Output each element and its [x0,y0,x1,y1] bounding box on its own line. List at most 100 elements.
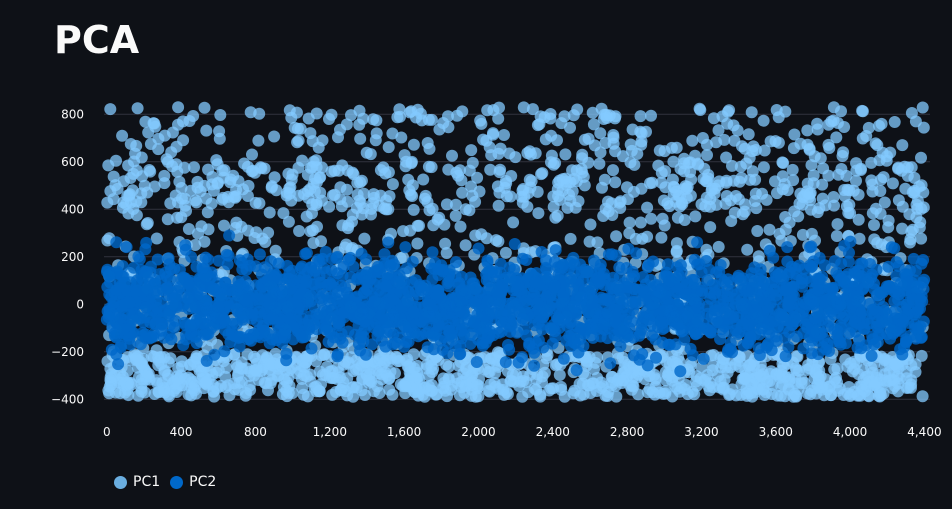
scatter-point-pc1 [386,388,399,401]
scatter-point-pc2 [528,359,541,372]
scatter-point-pc1 [198,101,211,114]
scatter-point-pc1 [844,390,856,402]
scatter-point-pc1 [189,194,202,207]
scatter-point-pc1 [484,163,497,176]
scatter-point-pc1 [109,179,122,192]
scatter-point-pc1 [908,171,921,184]
scatter-point-pc1 [744,173,757,186]
x-tick-label: 2,000 [461,425,495,439]
scatter-point-pc1 [509,151,522,164]
scatter-point-pc2 [825,305,838,318]
scatter-point-pc1 [623,216,636,229]
scatter-point-pc1 [564,232,577,245]
scatter-point-pc1 [124,172,137,184]
scatter-point-pc1 [220,361,233,374]
scatter-point-pc2 [764,297,777,310]
scatter-point-pc1 [415,114,428,127]
scatter-point-pc1 [313,171,326,184]
scatter-point-pc2 [812,284,825,297]
scatter-point-pc2 [516,312,529,325]
scatter-point-pc2 [552,312,565,325]
scatter-point-pc1 [874,207,887,220]
scatter-point-pc1 [292,189,305,202]
scatter-point-pc1 [655,231,668,244]
scatter-point-pc1 [323,200,336,213]
scatter-point-pc2 [557,290,570,302]
scatter-point-pc1 [610,390,623,403]
scatter-point-pc1 [294,122,307,135]
scatter-point-pc1 [365,375,378,388]
scatter-point-pc1 [142,367,155,380]
scatter-point-pc1 [433,123,446,136]
scatter-point-pc1 [602,195,614,208]
scatter-point-pc1 [198,235,211,248]
scatter-point-pc1 [265,181,278,194]
scatter-point-pc2 [703,286,716,299]
scatter-point-pc1 [360,146,373,159]
scatter-point-pc2 [354,344,367,357]
scatter-point-pc1 [104,376,117,389]
scatter-point-pc1 [244,106,257,119]
scatter-point-pc1 [413,219,425,232]
scatter-point-pc1 [853,232,866,245]
scatter-point-pc1 [252,134,265,147]
scatter-point-pc2 [822,315,835,328]
scatter-point-pc1 [533,118,546,131]
scatter-point-pc2 [218,345,231,358]
scatter-point-pc1 [293,225,306,237]
scatter-point-pc2 [549,244,562,257]
scatter-point-pc2 [529,275,542,288]
scatter-point-pc1 [440,358,453,371]
scatter-point-pc1 [177,134,190,147]
scatter-point-pc2 [480,268,493,281]
scatter-point-pc2 [875,287,887,300]
scatter-point-pc1 [649,388,661,401]
scatter-point-pc2 [885,241,898,254]
scatter-point-pc2 [169,299,181,312]
scatter-point-pc1 [854,164,867,176]
scatter-point-pc1 [109,386,122,399]
scatter-point-pc2 [636,283,649,296]
scatter-point-pc1 [809,366,822,379]
scatter-point-pc1 [323,113,335,125]
scatter-point-pc1 [786,163,799,176]
scatter-point-pc1 [788,128,801,141]
scatter-point-pc2 [305,289,318,302]
scatter-point-pc1 [598,173,611,186]
scatter-point-pc1 [326,388,339,401]
scatter-point-pc2 [756,322,768,335]
scatter-point-pc1 [210,154,223,167]
scatter-point-pc1 [717,383,730,396]
scatter-point-pc1 [199,376,212,389]
legend-item-pc2[interactable]: PC2 [170,474,216,490]
scatter-point-pc2 [807,298,820,311]
legend-item-pc1[interactable]: PC1 [114,474,160,490]
scatter-point-pc2 [449,270,462,283]
scatter-point-pc1 [790,390,803,403]
scatter-point-pc1 [816,192,829,205]
scatter-point-pc1 [609,176,622,189]
scatter-point-pc2 [734,273,747,286]
scatter-point-pc1 [439,237,452,250]
scatter-point-pc1 [285,111,298,124]
scatter-point-pc2 [299,330,312,343]
scatter-point-pc1 [625,144,638,157]
legend: PC1 PC2 [114,474,216,490]
scatter-point-pc1 [880,154,893,167]
scatter-point-pc1 [686,385,699,398]
scatter-point-pc2 [361,283,374,296]
scatter-point-pc1 [544,108,557,120]
scatter-point-pc1 [702,380,715,393]
scatter-point-pc1 [402,173,415,186]
scatter-point-pc2 [300,247,313,260]
scatter-point-pc2 [472,242,485,255]
scatter-point-pc1 [744,359,757,372]
scatter-point-pc1 [645,109,657,122]
scatter-point-pc1 [634,110,647,123]
scatter-point-pc1 [837,146,850,159]
scatter-point-pc2 [727,310,740,323]
scatter-point-pc1 [439,384,452,397]
scatter-point-pc2 [915,257,928,270]
scatter-point-pc1 [334,181,347,194]
scatter-point-pc1 [492,346,504,359]
